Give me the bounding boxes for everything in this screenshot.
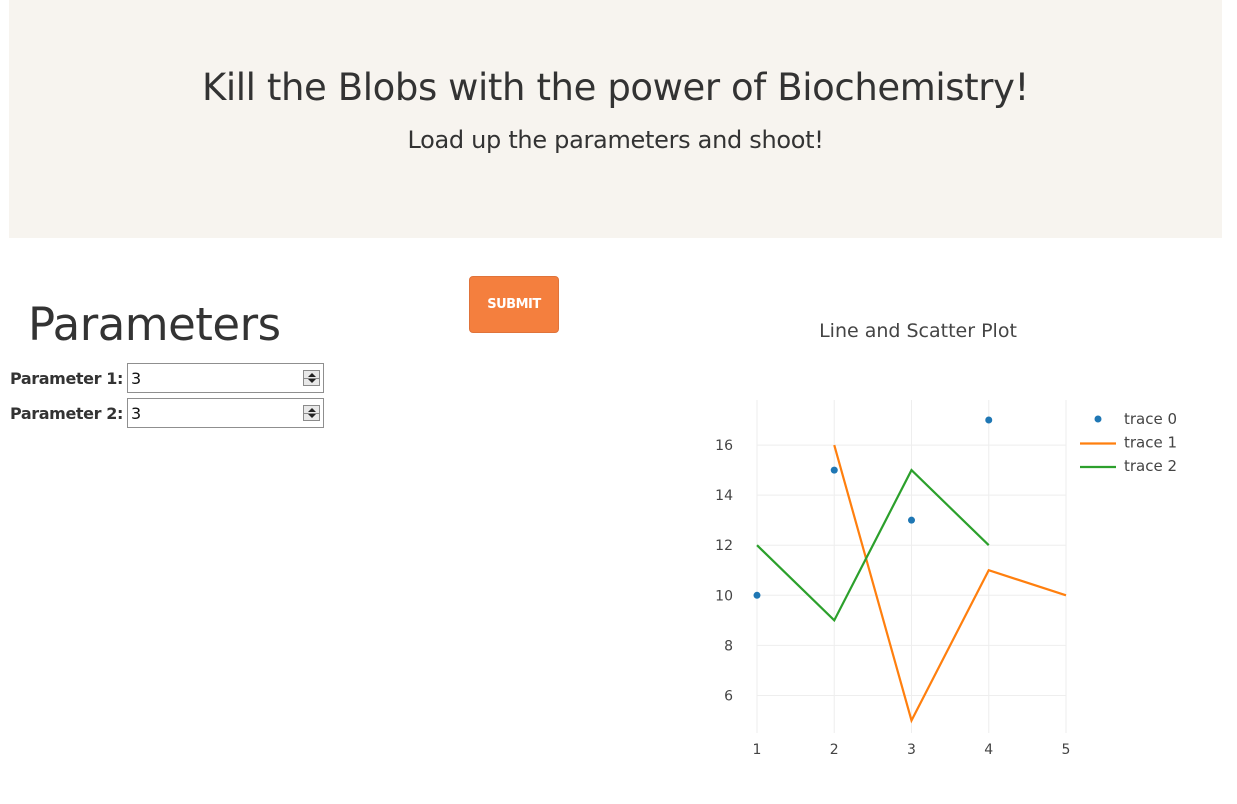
hero-subtitle: Load up the parameters and shoot! [407,126,824,154]
parameter-2-input[interactable]: 3 [127,398,324,428]
spinner-down-icon[interactable] [308,414,316,418]
legend-label: trace 1 [1124,434,1177,452]
parameters-heading: Parameters [28,298,281,351]
parameter-2-spinner[interactable] [303,405,320,421]
parameter-2-label: Parameter 2: [10,403,123,423]
legend-label: trace 2 [1124,457,1177,475]
series-point-0 [908,516,915,524]
submit-button[interactable]: SUBMIT [469,276,559,333]
legend-label: trace 0 [1124,410,1177,428]
parameter-1-row: Parameter 1: 3 [10,363,324,393]
parameter-2-row: Parameter 2: 3 [10,398,324,428]
series-point-0 [830,466,838,474]
y-tick-label: 14 [715,488,733,504]
y-tick-label: 10 [715,588,733,604]
x-tick-label: 3 [907,742,916,758]
hero-title: Kill the Blobs with the power of Biochem… [202,66,1029,109]
series-point-0 [985,416,993,424]
x-tick-label: 1 [753,742,762,758]
chart-title: Line and Scatter Plot [819,320,1017,342]
y-tick-label: 12 [715,538,733,554]
y-tick-label: 8 [724,638,733,654]
x-tick-label: 2 [830,742,839,758]
spinner-down-icon[interactable] [308,379,316,383]
parameter-1-spinner[interactable] [303,370,320,386]
parameter-1-label: Parameter 1: [10,368,123,388]
series-point-0 [753,591,761,599]
hero-banner: Kill the Blobs with the power of Biochem… [9,0,1222,238]
y-tick-label: 16 [715,438,733,454]
y-tick-label: 6 [724,688,733,704]
x-tick-label: 5 [1062,742,1071,758]
x-tick-label: 4 [984,742,993,758]
spinner-up-icon[interactable] [308,373,316,377]
parameter-2-value: 3 [131,403,142,423]
series-line-1 [833,444,1067,724]
legend-swatch-marker [1094,415,1102,423]
parameter-1-input[interactable]: 3 [127,363,324,393]
series-line-2 [756,468,990,623]
spinner-up-icon[interactable] [308,408,316,412]
parameter-1-value: 3 [131,368,142,388]
